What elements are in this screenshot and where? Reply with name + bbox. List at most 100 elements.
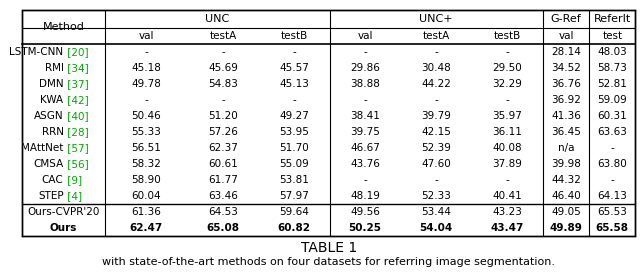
Text: 51.20: 51.20 [208,111,238,121]
Text: -: - [145,95,148,105]
Text: [9]: [9] [63,175,82,185]
Text: 65.53: 65.53 [597,207,627,217]
Text: RRN: RRN [42,127,63,137]
Text: testA: testA [209,31,237,41]
Text: 53.81: 53.81 [279,175,309,185]
Text: UNC+: UNC+ [419,14,453,24]
Text: -: - [611,143,614,153]
Text: 34.52: 34.52 [551,63,581,73]
Text: testA: testA [422,31,450,41]
Text: [4]: [4] [63,191,82,201]
Text: RMI: RMI [45,63,63,73]
Text: 36.92: 36.92 [551,95,581,105]
Text: STEP: STEP [38,191,63,201]
Text: 58.73: 58.73 [597,63,627,73]
Text: -: - [364,175,367,185]
Text: n/a: n/a [558,143,574,153]
Text: 54.04: 54.04 [420,223,452,233]
Text: 38.41: 38.41 [350,111,380,121]
Text: TABLE 1: TABLE 1 [301,241,356,255]
Text: 30.48: 30.48 [421,63,451,73]
Text: 50.46: 50.46 [131,111,161,121]
Text: 44.32: 44.32 [551,175,581,185]
Text: 52.81: 52.81 [597,79,627,89]
Text: 48.19: 48.19 [350,191,380,201]
Text: 60.31: 60.31 [597,111,627,121]
Text: 40.41: 40.41 [492,191,522,201]
Text: [40]: [40] [63,111,88,121]
Text: 57.26: 57.26 [208,127,238,137]
Text: [37]: [37] [63,79,88,89]
Text: [42]: [42] [63,95,88,105]
Text: 41.36: 41.36 [551,111,581,121]
Text: -: - [292,95,296,105]
Text: 32.29: 32.29 [492,79,522,89]
Text: 65.08: 65.08 [207,223,239,233]
Text: 29.86: 29.86 [350,63,380,73]
Text: [34]: [34] [63,63,88,73]
Text: Ours: Ours [50,223,77,233]
Text: 45.69: 45.69 [208,63,238,73]
Text: val: val [558,31,574,41]
Text: 54.83: 54.83 [208,79,238,89]
Text: 60.82: 60.82 [278,223,310,233]
Text: 45.57: 45.57 [279,63,309,73]
Text: 53.95: 53.95 [279,127,309,137]
Text: [56]: [56] [63,159,88,169]
Text: 48.03: 48.03 [597,47,627,57]
Text: 59.09: 59.09 [597,95,627,105]
Text: -: - [145,47,148,57]
Text: 36.45: 36.45 [551,127,581,137]
Text: DMN: DMN [39,79,63,89]
Text: -: - [364,95,367,105]
Text: -: - [221,47,225,57]
Text: 62.47: 62.47 [130,223,163,233]
Text: 43.76: 43.76 [350,159,380,169]
Text: ASGN: ASGN [34,111,63,121]
Text: 64.13: 64.13 [597,191,627,201]
Text: 61.36: 61.36 [131,207,161,217]
Text: 49.05: 49.05 [551,207,581,217]
Text: val: val [138,31,154,41]
Text: 52.39: 52.39 [421,143,451,153]
Text: 60.61: 60.61 [208,159,238,169]
Text: Method: Method [43,22,84,32]
Text: MAttNet: MAttNet [21,143,63,153]
Text: -: - [611,175,614,185]
Text: -: - [506,47,509,57]
Text: [20]: [20] [63,47,88,57]
Text: UNC: UNC [205,14,229,24]
Text: -: - [221,95,225,105]
Text: CAC: CAC [42,175,63,185]
Text: 58.90: 58.90 [131,175,161,185]
Text: 51.70: 51.70 [279,143,309,153]
Text: 43.47: 43.47 [490,223,524,233]
Text: 58.32: 58.32 [131,159,161,169]
Text: 36.76: 36.76 [551,79,581,89]
Text: 45.13: 45.13 [279,79,309,89]
Text: 55.33: 55.33 [131,127,161,137]
Text: [57]: [57] [63,143,88,153]
Text: 65.58: 65.58 [596,223,628,233]
Text: 63.80: 63.80 [597,159,627,169]
Text: 57.97: 57.97 [279,191,309,201]
Text: G-Ref: G-Ref [550,14,581,24]
Text: 49.78: 49.78 [131,79,161,89]
Text: test: test [602,31,622,41]
Text: 28.14: 28.14 [551,47,581,57]
Text: 61.77: 61.77 [208,175,238,185]
Text: 53.44: 53.44 [421,207,451,217]
Text: 52.33: 52.33 [421,191,451,201]
Text: 64.53: 64.53 [208,207,238,217]
Text: -: - [506,95,509,105]
Text: 55.09: 55.09 [279,159,309,169]
Text: 40.08: 40.08 [492,143,522,153]
Text: testB: testB [280,31,308,41]
Text: testB: testB [493,31,521,41]
Text: 45.18: 45.18 [131,63,161,73]
Text: ReferIt: ReferIt [594,14,631,24]
Text: 42.15: 42.15 [421,127,451,137]
Text: -: - [506,175,509,185]
Bar [22,10,635,236]
Text: 63.46: 63.46 [208,191,238,201]
